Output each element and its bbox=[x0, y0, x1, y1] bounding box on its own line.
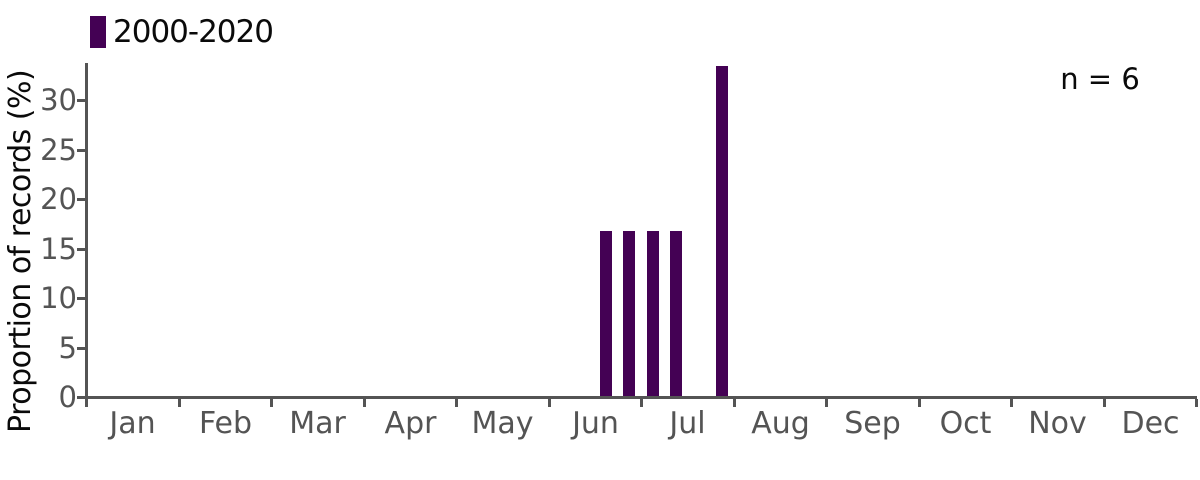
bar-jun-week3 bbox=[600, 231, 612, 396]
y-tick bbox=[77, 396, 85, 399]
x-tick bbox=[918, 399, 921, 407]
bar-jul-week4 bbox=[716, 66, 728, 396]
y-tick bbox=[77, 297, 85, 300]
x-tick bbox=[825, 399, 828, 407]
x-tick-label: Dec bbox=[1121, 406, 1180, 441]
legend-swatch bbox=[90, 16, 106, 48]
x-tick-label: Oct bbox=[939, 406, 992, 441]
x-axis-line bbox=[85, 396, 1197, 399]
x-tick-label: Mar bbox=[289, 406, 346, 441]
y-axis-line bbox=[85, 63, 88, 399]
y-tick-label: 15 bbox=[40, 232, 77, 266]
bar-jun-week4 bbox=[623, 231, 635, 396]
y-tick-label: 5 bbox=[58, 331, 77, 365]
y-tick bbox=[77, 99, 85, 102]
y-tick-label: 30 bbox=[40, 83, 77, 117]
x-tick-label: Jul bbox=[669, 406, 706, 441]
legend-label: 2000-2020 bbox=[113, 14, 274, 50]
x-tick bbox=[85, 399, 88, 407]
x-tick bbox=[548, 399, 551, 407]
x-tick-label: Feb bbox=[198, 406, 253, 441]
x-tick bbox=[1103, 399, 1106, 407]
x-tick bbox=[733, 399, 736, 407]
legend: 2000-2020 bbox=[90, 14, 274, 50]
y-tick bbox=[77, 198, 85, 201]
x-tick-label: Jan bbox=[109, 406, 156, 441]
x-tick bbox=[455, 399, 458, 407]
y-tick-label: 10 bbox=[40, 281, 77, 315]
y-tick bbox=[77, 347, 85, 350]
bar-jul-week1 bbox=[647, 231, 659, 396]
x-tick bbox=[1010, 399, 1013, 407]
x-tick-label: Nov bbox=[1028, 406, 1087, 441]
x-tick-label: May bbox=[471, 406, 534, 441]
y-tick bbox=[77, 248, 85, 251]
sample-size-annotation: n = 6 bbox=[1060, 62, 1140, 96]
y-tick-label: 0 bbox=[58, 380, 77, 414]
y-tick bbox=[77, 149, 85, 152]
x-tick-label: Apr bbox=[384, 406, 437, 441]
x-tick bbox=[363, 399, 366, 407]
x-tick bbox=[178, 399, 181, 407]
y-tick-label: 20 bbox=[40, 182, 77, 216]
x-tick bbox=[640, 399, 643, 407]
x-tick bbox=[270, 399, 273, 407]
x-tick-label: Aug bbox=[751, 406, 810, 441]
x-tick bbox=[1195, 399, 1198, 407]
bar-jul-week2 bbox=[670, 231, 682, 396]
x-tick-label: Sep bbox=[844, 406, 901, 441]
y-tick-label: 25 bbox=[40, 133, 77, 167]
x-tick-label: Jun bbox=[572, 406, 619, 441]
